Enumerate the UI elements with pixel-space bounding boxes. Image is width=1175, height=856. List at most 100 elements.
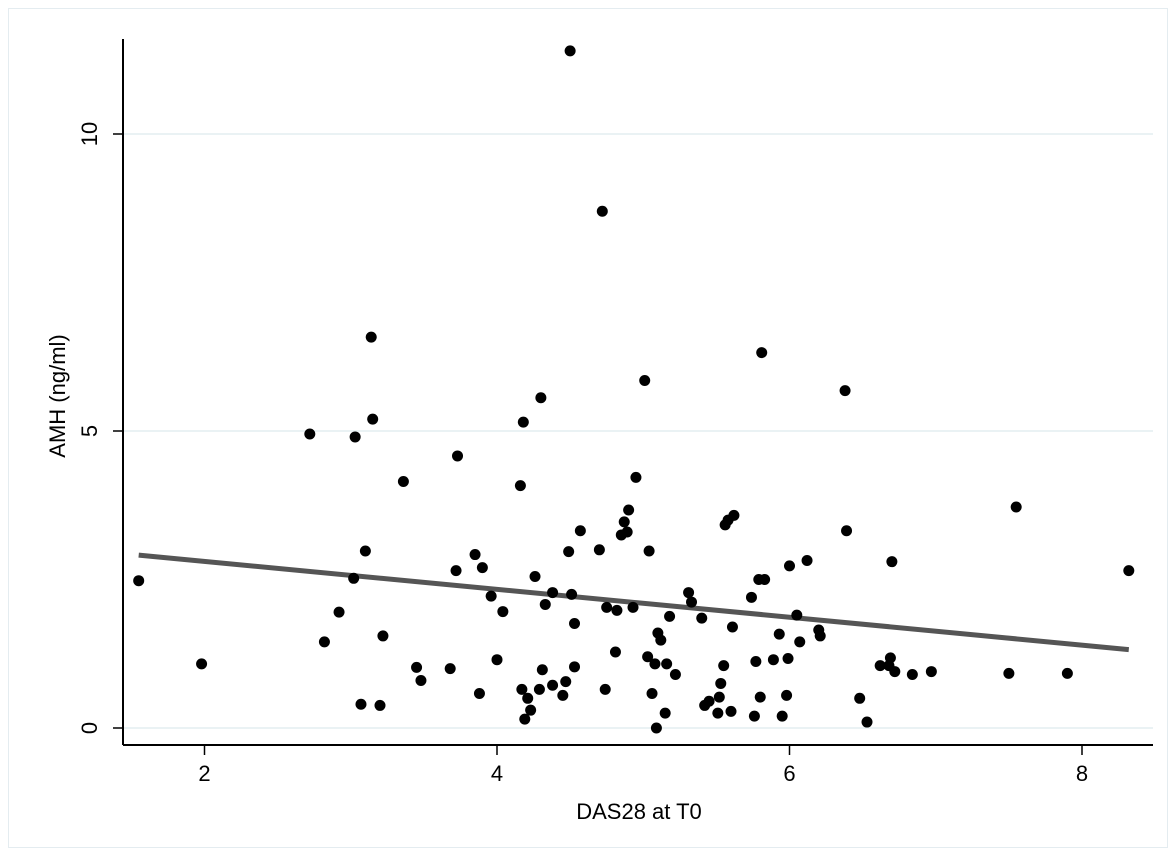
y-tick-label-0: 0 xyxy=(77,722,102,734)
data-point-56 xyxy=(627,601,639,613)
data-point-18 xyxy=(452,450,464,462)
data-point-61 xyxy=(646,688,658,700)
chart-frame: 2 4 6 8 0 5 10 DAS28 at T0 AMH (ng/ml) xyxy=(8,8,1168,848)
data-point-53 xyxy=(618,516,630,528)
data-points xyxy=(133,45,1135,734)
data-point-34 xyxy=(536,664,548,676)
ticks: 2 4 6 8 0 5 10 xyxy=(77,122,1088,786)
data-point-108 xyxy=(884,652,896,664)
data-point-105 xyxy=(861,716,873,728)
data-point-22 xyxy=(485,590,497,602)
data-point-106 xyxy=(874,660,886,672)
data-point-20 xyxy=(473,688,485,700)
data-point-63 xyxy=(650,722,662,734)
data-point-69 xyxy=(669,669,681,681)
data-point-104 xyxy=(854,692,866,704)
data-point-84 xyxy=(745,591,757,603)
y-tick-label-2: 10 xyxy=(77,122,102,146)
data-point-85 xyxy=(748,710,760,722)
data-point-68 xyxy=(664,610,676,622)
data-point-8 xyxy=(359,545,371,557)
data-point-16 xyxy=(444,663,456,675)
data-point-97 xyxy=(791,609,803,621)
data-point-36 xyxy=(547,679,559,691)
data-point-32 xyxy=(533,683,545,695)
data-point-103 xyxy=(841,525,853,537)
data-point-109 xyxy=(886,556,898,568)
data-point-12 xyxy=(377,630,389,642)
data-point-76 xyxy=(713,691,725,703)
data-point-37 xyxy=(547,587,559,599)
data-point-62 xyxy=(649,658,661,670)
data-point-51 xyxy=(611,604,623,616)
data-point-59 xyxy=(642,651,654,663)
data-point-98 xyxy=(794,636,806,648)
data-point-47 xyxy=(596,205,608,217)
data-point-94 xyxy=(781,689,793,701)
data-point-15 xyxy=(415,674,427,686)
data-point-102 xyxy=(839,385,851,397)
grid-lines xyxy=(123,133,1153,729)
y-axis-label: AMH (ng/ml) xyxy=(45,334,70,457)
data-point-112 xyxy=(925,666,937,678)
data-point-96 xyxy=(784,560,795,572)
data-point-38 xyxy=(557,689,569,701)
data-point-54 xyxy=(621,526,633,538)
data-point-29 xyxy=(522,692,534,704)
data-point-90 xyxy=(759,574,771,585)
data-point-57 xyxy=(630,471,642,483)
data-point-10 xyxy=(367,413,379,425)
data-point-46 xyxy=(593,544,605,556)
data-point-95 xyxy=(782,653,794,665)
data-point-0 xyxy=(133,575,145,587)
data-point-21 xyxy=(476,562,488,574)
data-point-72 xyxy=(696,612,708,624)
data-point-70 xyxy=(683,587,695,599)
data-point-49 xyxy=(601,601,613,613)
data-point-4 xyxy=(333,606,345,618)
data-point-101 xyxy=(814,630,826,642)
data-point-55 xyxy=(623,504,635,516)
x-tick-label-0: 2 xyxy=(198,761,210,786)
data-point-33 xyxy=(535,392,547,404)
data-point-91 xyxy=(767,654,779,666)
data-point-78 xyxy=(718,660,730,672)
data-point-6 xyxy=(349,431,361,443)
data-point-50 xyxy=(609,646,621,658)
data-point-65 xyxy=(655,634,667,646)
data-point-24 xyxy=(497,606,509,618)
y-tick-label-1: 5 xyxy=(77,425,102,437)
data-point-7 xyxy=(355,698,367,710)
data-point-110 xyxy=(889,666,901,678)
data-point-13 xyxy=(397,475,409,487)
data-point-44 xyxy=(569,661,581,673)
data-point-41 xyxy=(564,45,576,57)
data-point-115 xyxy=(1061,667,1073,679)
data-point-89 xyxy=(756,347,768,359)
x-tick-label-2: 6 xyxy=(783,761,795,786)
data-point-5 xyxy=(348,572,360,584)
data-point-116 xyxy=(1123,565,1135,577)
data-point-86 xyxy=(750,655,762,667)
data-point-60 xyxy=(643,545,655,557)
data-point-31 xyxy=(529,571,541,583)
data-point-25 xyxy=(514,480,526,492)
data-point-35 xyxy=(539,598,551,610)
data-point-45 xyxy=(574,525,586,537)
scatter-chart: 2 4 6 8 0 5 10 DAS28 at T0 AMH (ng/ml) xyxy=(45,39,1153,824)
data-point-58 xyxy=(639,375,651,387)
data-point-77 xyxy=(715,677,727,689)
data-point-1 xyxy=(196,658,208,670)
data-point-43 xyxy=(569,617,581,629)
data-point-92 xyxy=(773,628,785,640)
data-point-74 xyxy=(703,695,715,707)
data-point-48 xyxy=(599,683,611,695)
data-point-67 xyxy=(661,658,673,670)
data-point-27 xyxy=(517,416,529,428)
data-point-9 xyxy=(365,331,377,343)
data-point-113 xyxy=(1003,667,1015,679)
data-point-93 xyxy=(776,710,788,722)
data-point-2 xyxy=(304,428,316,440)
data-point-82 xyxy=(726,621,738,633)
data-point-39 xyxy=(560,676,572,688)
